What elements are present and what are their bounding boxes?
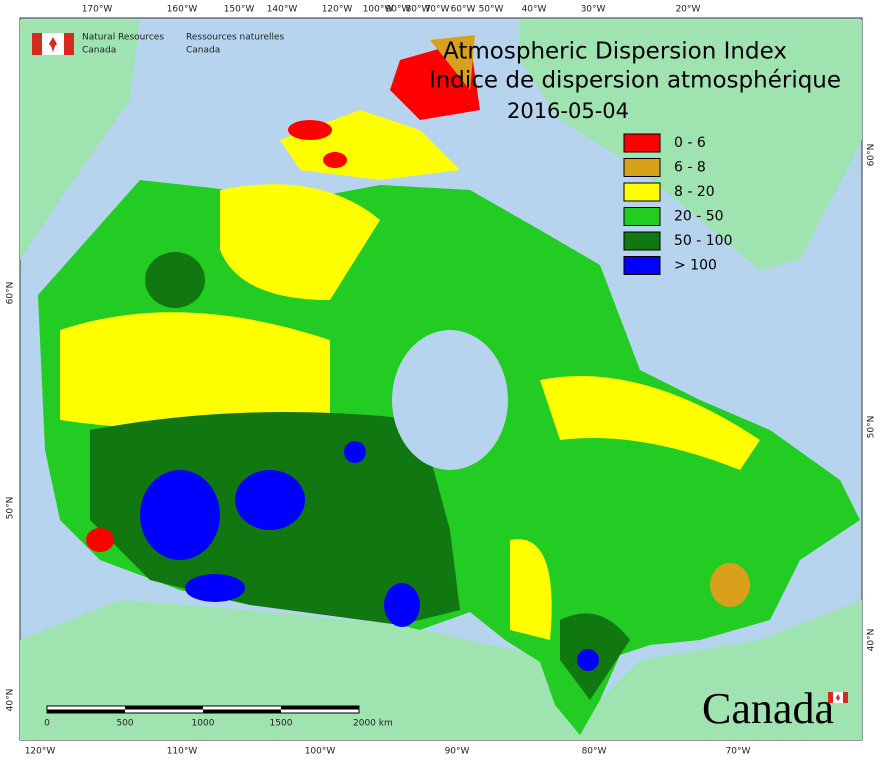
latitude-label: 40°N: [867, 629, 877, 652]
latitude-label: 50°N: [6, 497, 16, 520]
region-8-20: [60, 312, 330, 430]
greenland: [520, 20, 862, 270]
region-over-100: [140, 470, 220, 560]
longitude-label: 90°W: [445, 747, 470, 757]
scale-segment: [125, 706, 203, 710]
longitude-label: 120°W: [322, 5, 353, 15]
longitude-label: 100°W: [305, 747, 336, 757]
scale-label: 1000: [192, 719, 215, 729]
region-8-20: [220, 184, 380, 300]
agency-fr: Canada: [186, 46, 220, 56]
legend-label: 20 - 50: [674, 209, 724, 225]
agency-fr: Ressources naturelles: [186, 33, 285, 43]
longitude-label: 110°W: [167, 747, 198, 757]
longitude-label: 80°W: [406, 5, 431, 15]
arctic-islands: [430, 35, 475, 90]
legend-label: 50 - 100: [674, 233, 733, 249]
flag: [32, 33, 74, 55]
scale-segment: [281, 706, 359, 710]
region-50-100: [145, 252, 205, 308]
land: [20, 20, 862, 740]
legend-swatch: [623, 182, 661, 202]
scale-label: 1500: [270, 719, 293, 729]
legend-swatch: [623, 207, 661, 226]
date: 2016-05-04: [507, 99, 629, 123]
longitude-label: 140°W: [267, 5, 298, 15]
region-8-20: [510, 539, 552, 640]
longitude-label: 70°W: [425, 5, 450, 15]
flag-bar: [64, 33, 74, 55]
wordmark: Canada: [702, 684, 834, 733]
arctic-islands: [323, 152, 347, 168]
longitude-label: 40°W: [522, 5, 547, 15]
usa: [20, 600, 862, 740]
latitude-label: 50°N: [867, 416, 877, 439]
region-over-100: [185, 574, 245, 602]
flag-leaf: [49, 37, 57, 52]
legend-label: 0 - 6: [674, 135, 706, 151]
legend-swatch: [623, 133, 661, 153]
wordmark-flag: [836, 694, 840, 701]
longitude-label: 60°W: [451, 5, 476, 15]
agency-en: Canada: [82, 46, 116, 56]
scale-label: 2000 km: [353, 719, 393, 729]
legend-label: > 100: [674, 258, 717, 274]
longitude-label: 20°W: [676, 5, 701, 15]
scale-segment: [47, 709, 125, 713]
scale-bar: 0 500 1000 1500 2000 km: [44, 705, 393, 729]
alaska: [20, 20, 140, 260]
arctic-islands: [288, 120, 332, 140]
region-over-100: [344, 441, 366, 463]
longitude-label: 80°W: [582, 747, 607, 757]
longitude-label: 170°W: [82, 5, 113, 15]
longitude-label: 120°W: [25, 747, 56, 757]
legend-label: 8 - 20: [674, 184, 715, 200]
latitude-label: 60°N: [6, 282, 16, 305]
scale-label: 500: [116, 719, 133, 729]
legend-swatch: [623, 158, 661, 177]
scale-label: 0: [44, 719, 50, 729]
hotspot: [86, 528, 114, 552]
hotspot: [710, 563, 750, 607]
scale-segment: [203, 709, 281, 713]
legend-label: 6 - 8: [674, 160, 706, 176]
longitude-label: 160°W: [167, 5, 198, 15]
latitude-label: 40°N: [6, 689, 16, 712]
hudson-bay: [392, 330, 508, 470]
region-8-20: [540, 376, 760, 470]
title: Indice de dispersion atmosphérique: [429, 68, 841, 94]
legend-swatch: [623, 231, 661, 251]
legend: 0 - 6 6 - 8 8 - 20 20 - 50 50 - 100 > 100: [623, 133, 733, 275]
longitude-label: 30°W: [581, 5, 606, 15]
flag-bar: [32, 33, 42, 55]
longitude-label: 150°W: [224, 5, 255, 15]
longitude-label: 70°W: [726, 747, 751, 757]
title: Atmospheric Dispersion Index: [443, 39, 787, 65]
region-over-100: [577, 649, 599, 671]
region-over-100: [384, 583, 420, 627]
region-over-100: [235, 470, 305, 530]
agency-en: Natural Resources: [82, 33, 164, 43]
legend-swatch: [623, 256, 661, 275]
longitude-label: 100°W: [363, 5, 394, 15]
longitude-label: 50°W: [479, 5, 504, 15]
longitude-label: 90°W: [386, 5, 411, 15]
latitude-label: 60°N: [867, 144, 877, 167]
